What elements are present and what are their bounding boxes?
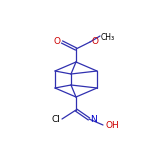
Text: Cl: Cl [51, 114, 60, 123]
Text: N: N [90, 114, 97, 123]
Text: O: O [53, 38, 60, 47]
Text: OH: OH [106, 121, 120, 130]
Text: CH₃: CH₃ [101, 33, 115, 41]
Text: O: O [92, 38, 99, 47]
